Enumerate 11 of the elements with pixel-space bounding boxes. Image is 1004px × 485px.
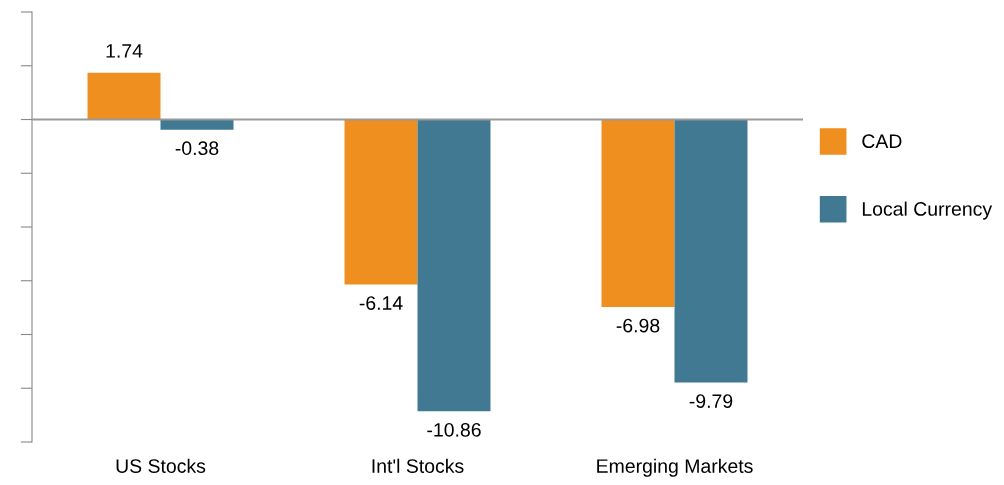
legend-label: Local Currency — [862, 201, 993, 220]
x-tick-label: Emerging Markets — [597, 458, 753, 477]
x-tick-label: Int'l Stocks — [372, 458, 464, 473]
data-label: -9.79 — [689, 394, 733, 408]
legend-label: CAD — [862, 134, 902, 149]
data-label: -6.98 — [616, 318, 660, 333]
data-label: 1.74 — [106, 44, 143, 58]
data-label: -10.86 — [427, 422, 481, 437]
x-tick-label: US Stocks — [116, 458, 206, 473]
data-label: -0.38 — [175, 141, 219, 156]
data-label: -6.14 — [359, 296, 403, 310]
